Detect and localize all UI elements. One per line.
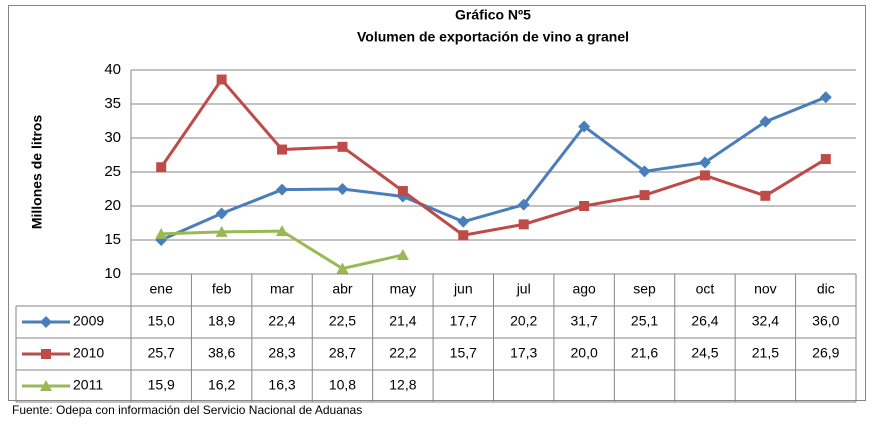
table-cell: 25,1 xyxy=(631,313,658,329)
table-cell: 38,6 xyxy=(208,345,235,361)
table-cell: 22,5 xyxy=(329,313,356,329)
table-cell: 16,2 xyxy=(208,377,235,393)
x-tick-label: jun xyxy=(453,281,473,297)
table-cell: 22,2 xyxy=(389,345,416,361)
point xyxy=(276,225,289,237)
x-tick-label: feb xyxy=(212,281,232,297)
y-tick-label: 20 xyxy=(104,197,121,214)
y-tick-label: 15 xyxy=(104,231,121,248)
table-cell: 26,4 xyxy=(691,313,718,329)
table-cell: 15,0 xyxy=(148,313,175,329)
chart-title: Gráfico Nº5 xyxy=(455,7,531,23)
x-tick-label: may xyxy=(390,281,416,297)
x-tick-label: abr xyxy=(332,281,353,297)
y-axis-label: Millones de litros xyxy=(29,115,45,230)
legend-label: 2011 xyxy=(73,377,103,393)
table-cell: 25,7 xyxy=(148,345,175,361)
table-cell: 12,8 xyxy=(389,377,416,393)
point xyxy=(518,219,529,230)
point xyxy=(699,170,710,181)
y-tick-label: 25 xyxy=(104,163,121,180)
y-tick-label: 30 xyxy=(104,129,121,146)
point xyxy=(759,115,772,128)
point xyxy=(40,316,52,328)
table-cell: 21,5 xyxy=(752,345,779,361)
point xyxy=(276,183,289,196)
table-cell: 22,4 xyxy=(268,313,295,329)
point xyxy=(396,248,409,260)
y-tick-label: 35 xyxy=(104,95,121,112)
chart-border xyxy=(8,5,866,401)
table-cell: 17,3 xyxy=(510,345,537,361)
table-cell: 18,9 xyxy=(208,313,235,329)
table-cell: 26,9 xyxy=(812,345,839,361)
point xyxy=(336,183,349,195)
x-tick-label: jul xyxy=(516,281,531,297)
point xyxy=(155,227,168,239)
table-cell: 21,4 xyxy=(389,313,416,329)
y-tick-label: 40 xyxy=(104,61,121,78)
table-cell: 28,3 xyxy=(268,345,295,361)
point xyxy=(760,190,771,201)
x-tick-label: mar xyxy=(270,281,294,297)
point xyxy=(156,162,167,173)
point xyxy=(698,156,711,169)
chart-subtitle: Volumen de exportación de vino a granel xyxy=(357,29,629,45)
table-cell: 31,7 xyxy=(571,313,598,329)
point xyxy=(457,215,470,228)
x-tick-label: nov xyxy=(754,281,777,297)
legend-label: 2009 xyxy=(73,313,104,329)
table-cell: 32,4 xyxy=(752,313,779,329)
table-cell: 15,7 xyxy=(450,345,477,361)
table-cell: 36,0 xyxy=(812,313,839,329)
table-cell: 16,3 xyxy=(268,377,295,393)
point xyxy=(215,207,228,220)
y-tick-label: 10 xyxy=(104,265,121,282)
point xyxy=(638,165,651,178)
table-cell: 15,9 xyxy=(148,377,175,393)
table-cell: 24,5 xyxy=(691,345,718,361)
table-cell: 17,7 xyxy=(450,313,477,329)
x-tick-label: oct xyxy=(696,281,715,297)
point xyxy=(41,349,51,359)
x-tick-label: sep xyxy=(633,281,656,297)
point xyxy=(517,198,530,211)
x-tick-label: dic xyxy=(817,281,835,297)
x-tick-label: ago xyxy=(572,281,596,297)
point xyxy=(819,91,832,104)
point xyxy=(336,262,349,274)
table-cell: 20,2 xyxy=(510,313,537,329)
table-cell: 10,8 xyxy=(329,377,356,393)
point xyxy=(578,120,591,133)
legend-label: 2010 xyxy=(73,345,104,361)
point xyxy=(215,225,228,237)
series-line xyxy=(159,77,827,237)
point xyxy=(639,190,650,201)
table-cell: 21,6 xyxy=(631,345,658,361)
point xyxy=(458,230,469,241)
point xyxy=(337,141,348,152)
table-cell: 28,7 xyxy=(329,345,356,361)
table-cell: 20,0 xyxy=(571,345,598,361)
point xyxy=(277,144,288,155)
x-tick-label: ene xyxy=(150,281,174,297)
point xyxy=(820,154,831,165)
point xyxy=(216,74,227,85)
series-line xyxy=(160,95,827,242)
point xyxy=(397,186,408,197)
source-note: Fuente: Odepa con información del Servic… xyxy=(12,403,362,417)
point xyxy=(40,380,52,391)
point xyxy=(579,201,590,211)
